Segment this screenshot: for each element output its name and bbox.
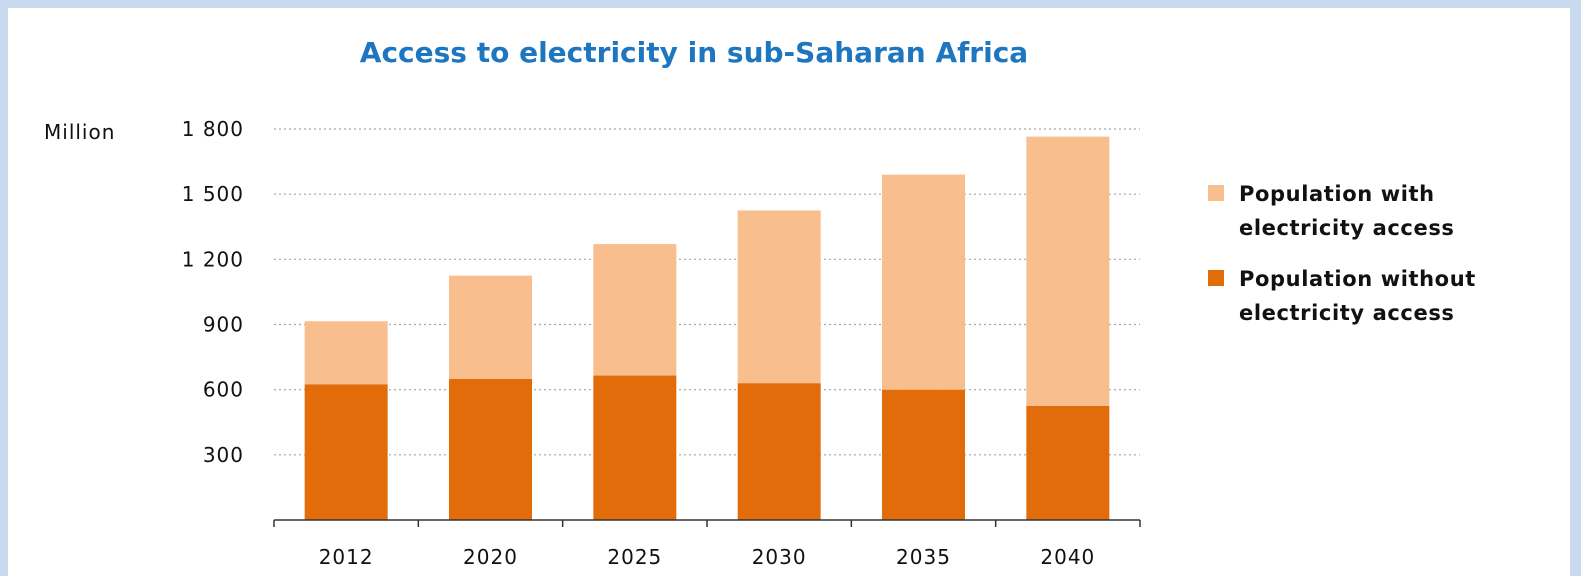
chart-svg: Access to electricity in sub-Saharan Afr…: [44, 36, 1476, 569]
bar-without-access: [1026, 405, 1110, 520]
bar-with-access: [304, 321, 388, 385]
legend-swatch: [1208, 270, 1224, 286]
x-tick-labels: 2012 2020 2025 2030 2035 2040: [319, 545, 1095, 569]
legend-label: Population without: [1239, 267, 1476, 291]
y-tick-label: 1 500: [182, 182, 244, 206]
legend-label: electricity access: [1239, 216, 1455, 240]
bar-without-access: [737, 383, 821, 520]
x-tick-label: 2035: [896, 545, 951, 569]
y-tick-label: 600: [203, 378, 244, 402]
legend: Population with electricity access Populat…: [1208, 182, 1476, 325]
legend-swatch: [1208, 185, 1224, 201]
legend-label: Population with: [1239, 182, 1435, 206]
bar-with-access: [737, 210, 821, 384]
legend-label: electricity access: [1239, 301, 1455, 325]
y-tick-labels: 300 600 900 1 200 1 500 1 800: [182, 117, 244, 467]
y-tick-label: 1 800: [182, 117, 244, 141]
x-tick-label: 2030: [752, 545, 807, 569]
x-tick-label: 2040: [1040, 545, 1095, 569]
bar-with-access: [1026, 136, 1110, 406]
gridlines: [274, 128, 1140, 456]
bar-with-access: [882, 174, 965, 390]
x-tick-label: 2020: [463, 545, 518, 569]
bar-without-access: [593, 375, 677, 520]
chart-frame: Access to electricity in sub-Saharan Afr…: [8, 8, 1570, 576]
bar-without-access: [882, 389, 965, 520]
bar-without-access: [449, 378, 532, 520]
y-tick-label: 1 200: [182, 247, 244, 271]
bar-without-access: [304, 384, 388, 520]
chart-title: Access to electricity in sub-Saharan Afr…: [360, 36, 1028, 69]
bar-with-access: [593, 244, 677, 376]
bars: [304, 136, 1110, 520]
y-axis-unit-label: Million: [44, 120, 115, 144]
y-tick-label: 300: [203, 443, 244, 467]
axes: [273, 519, 1141, 527]
y-tick-label: 900: [203, 313, 244, 337]
x-tick-label: 2025: [607, 545, 662, 569]
bar-with-access: [449, 275, 532, 379]
x-tick-label: 2012: [319, 545, 374, 569]
